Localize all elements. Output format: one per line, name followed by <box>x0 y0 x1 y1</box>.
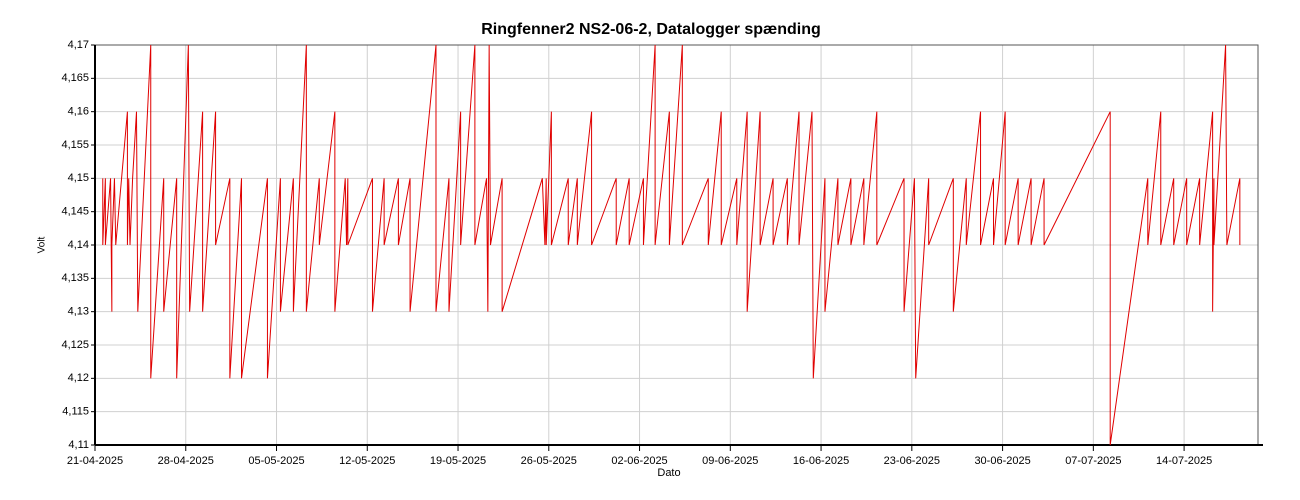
y-tick-label: 4,13 <box>68 306 89 318</box>
y-tick-label: 4,165 <box>61 72 89 84</box>
y-tick-label: 4,16 <box>68 106 89 118</box>
y-tick-label: 4,15 <box>68 172 89 184</box>
x-axis-label: Dato <box>657 467 680 479</box>
y-tick-label: 4,17 <box>68 39 89 51</box>
y-tick-label: 4,12 <box>68 372 89 384</box>
data-line <box>102 44 1241 446</box>
x-tick-label: 02-06-2025 <box>611 455 667 467</box>
x-tick-label: 12-05-2025 <box>339 455 395 467</box>
x-tick-label: 28-04-2025 <box>158 455 214 467</box>
chart-title: Ringfenner2 NS2-06-2, Datalogger spændin… <box>481 21 821 38</box>
x-tick-label: 21-04-2025 <box>67 455 123 467</box>
y-tick-label: 4,125 <box>61 339 89 351</box>
y-tick-label: 4,14 <box>68 239 89 251</box>
y-tick-label: 4,115 <box>62 406 89 418</box>
x-tick-label: 23-06-2025 <box>884 455 940 467</box>
x-tick-label: 07-07-2025 <box>1065 455 1121 467</box>
x-tick-label: 05-05-2025 <box>248 455 304 467</box>
x-tick-label: 16-06-2025 <box>793 455 849 467</box>
x-tick-label: 26-05-2025 <box>521 455 577 467</box>
y-axis-label: Volt <box>37 236 48 253</box>
y-tick-label: 4,11 <box>68 439 89 451</box>
x-tick-label: 19-05-2025 <box>430 455 486 467</box>
y-tick-label: 4,135 <box>61 272 89 284</box>
x-tick-label: 30-06-2025 <box>974 455 1030 467</box>
y-tick-label: 4,145 <box>61 206 89 218</box>
x-tick-label: 14-07-2025 <box>1156 455 1212 467</box>
y-tick-label: 4,155 <box>61 139 89 151</box>
x-tick-label: 09-06-2025 <box>702 455 758 467</box>
